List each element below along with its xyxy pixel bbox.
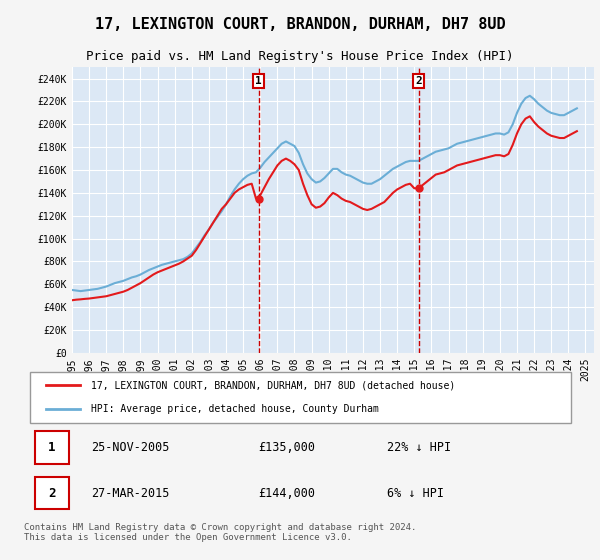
FancyBboxPatch shape (29, 372, 571, 423)
Text: 2: 2 (48, 487, 56, 500)
FancyBboxPatch shape (35, 477, 68, 510)
Text: £144,000: £144,000 (259, 487, 316, 500)
Text: 1: 1 (48, 441, 56, 454)
Text: 22% ↓ HPI: 22% ↓ HPI (387, 441, 451, 454)
Text: 2: 2 (415, 76, 422, 86)
Text: HPI: Average price, detached house, County Durham: HPI: Average price, detached house, Coun… (91, 404, 379, 414)
Text: 1: 1 (255, 76, 262, 86)
Text: Contains HM Land Registry data © Crown copyright and database right 2024.
This d: Contains HM Land Registry data © Crown c… (24, 523, 416, 542)
Text: Price paid vs. HM Land Registry's House Price Index (HPI): Price paid vs. HM Land Registry's House … (86, 50, 514, 63)
Text: 17, LEXINGTON COURT, BRANDON, DURHAM, DH7 8UD (detached house): 17, LEXINGTON COURT, BRANDON, DURHAM, DH… (91, 380, 455, 390)
Text: 6% ↓ HPI: 6% ↓ HPI (387, 487, 444, 500)
Text: 17, LEXINGTON COURT, BRANDON, DURHAM, DH7 8UD: 17, LEXINGTON COURT, BRANDON, DURHAM, DH… (95, 17, 505, 32)
Text: 25-NOV-2005: 25-NOV-2005 (91, 441, 169, 454)
FancyBboxPatch shape (35, 431, 68, 464)
Text: 27-MAR-2015: 27-MAR-2015 (91, 487, 169, 500)
Text: £135,000: £135,000 (259, 441, 316, 454)
